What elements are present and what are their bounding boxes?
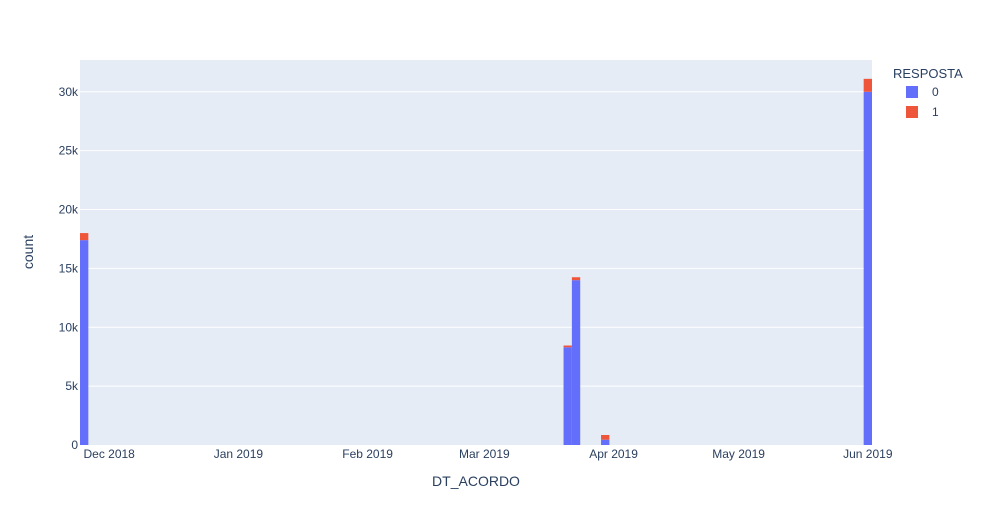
- x-tick-label: May 2019: [712, 447, 765, 461]
- x-tick-label: Mar 2019: [459, 447, 510, 461]
- bars: [80, 78, 872, 445]
- bar-series-0: [80, 240, 89, 445]
- legend-item-label: 0: [932, 85, 939, 99]
- y-tick-label: 20k: [59, 203, 79, 217]
- x-axis-ticks: Dec 2018 Jan 2019 Feb 2019 Mar 2019 Apr 2019…: [83, 447, 892, 461]
- x-axis-title: DT_ACORDO: [432, 473, 520, 489]
- legend: RESPOSTA 0 1: [893, 66, 963, 119]
- y-axis-ticks: 0 5k 10k 15k 20k 25k 30k: [59, 85, 79, 452]
- bar-series-1: [80, 233, 89, 241]
- bar-series-0: [563, 347, 572, 445]
- legend-title: RESPOSTA: [893, 66, 963, 81]
- legend-swatch: [906, 106, 918, 118]
- y-tick-label: 10k: [59, 320, 79, 334]
- bar-series-0: [601, 439, 610, 445]
- bar-series-1: [863, 78, 872, 92]
- x-tick-label: Feb 2019: [342, 447, 393, 461]
- x-tick-label: Jan 2019: [214, 447, 264, 461]
- y-tick-label: 30k: [59, 85, 79, 99]
- bar-series-1: [571, 277, 581, 281]
- y-tick-label: 5k: [65, 379, 79, 393]
- y-tick-label: 15k: [59, 261, 79, 275]
- gridlines: [80, 91, 872, 387]
- legend-item-label: 1: [932, 105, 939, 119]
- bar-series-1: [601, 434, 610, 440]
- x-tick-label: Apr 2019: [589, 447, 638, 461]
- y-axis-title: count: [20, 235, 36, 269]
- bar-series-0: [863, 91, 872, 445]
- x-tick-label: Jun 2019: [843, 447, 893, 461]
- legend-swatch: [906, 86, 918, 98]
- y-tick-label: 0: [71, 438, 78, 452]
- x-tick-label: Dec 2018: [83, 447, 135, 461]
- bar-series-1: [563, 345, 572, 348]
- bar-series-0: [571, 280, 581, 445]
- plot-background: [80, 60, 872, 445]
- y-tick-label: 25k: [59, 144, 79, 158]
